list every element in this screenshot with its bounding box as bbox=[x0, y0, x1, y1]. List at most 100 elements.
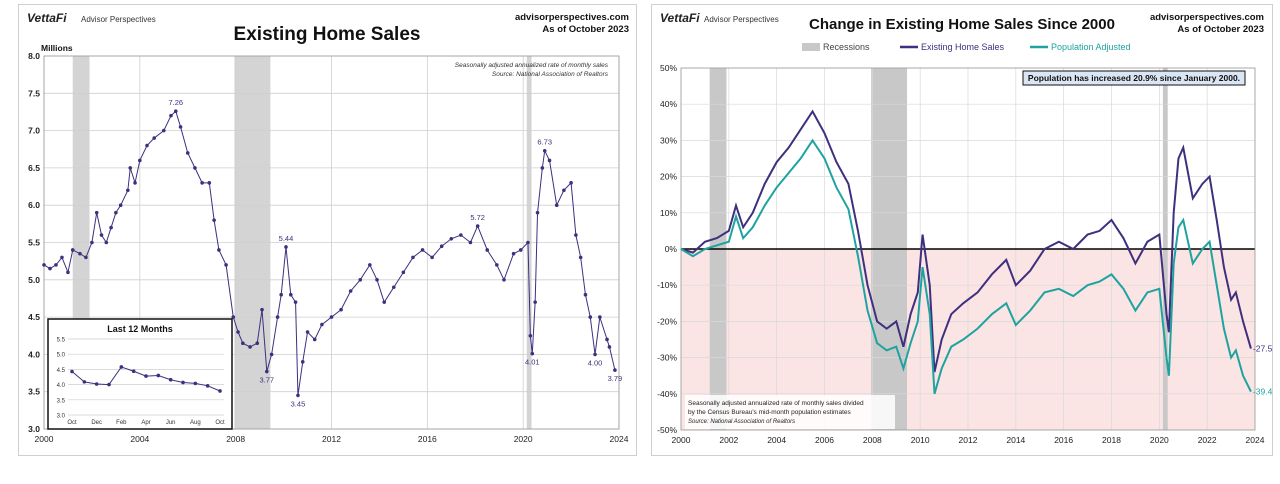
sales-point bbox=[279, 292, 283, 297]
sales-point bbox=[391, 285, 396, 290]
sales-point bbox=[605, 337, 609, 342]
inset-point bbox=[218, 389, 222, 393]
sales-point bbox=[320, 322, 324, 327]
sales-point bbox=[269, 352, 274, 357]
sales-point bbox=[401, 270, 406, 275]
sales-point bbox=[382, 300, 387, 304]
sales-point bbox=[368, 263, 372, 267]
sales-point bbox=[528, 333, 533, 338]
sales-point bbox=[588, 315, 593, 319]
y-tick-label: 4.0 bbox=[28, 349, 40, 359]
inset-point bbox=[94, 382, 99, 386]
inset-point bbox=[181, 380, 185, 385]
data-label: 7.26 bbox=[168, 98, 183, 107]
x-tick-label: 2012 bbox=[959, 435, 978, 445]
sales-point bbox=[511, 251, 516, 256]
chart-title: Existing Home Sales bbox=[234, 24, 421, 45]
sales-point bbox=[48, 266, 52, 271]
x-tick-label: 2014 bbox=[1006, 435, 1025, 445]
change-since-2000-chart-panel: VettaFi Advisor Perspectives Change in Exi… bbox=[651, 4, 1280, 456]
sales-point bbox=[296, 393, 300, 398]
x-tick-label: 2004 bbox=[767, 435, 786, 445]
sales-point bbox=[574, 233, 578, 237]
y-tick-label: 5.0 bbox=[28, 275, 40, 285]
inset-x-tick-label: Dec bbox=[91, 420, 102, 426]
data-label: 4.00 bbox=[588, 358, 603, 367]
sales-point bbox=[200, 181, 204, 185]
end-label: -27.5% bbox=[1253, 344, 1272, 354]
y-tick-label: -30% bbox=[657, 353, 677, 363]
sales-point bbox=[193, 166, 197, 170]
sales-point bbox=[554, 203, 559, 207]
legend-label-recessions: Recessions bbox=[823, 42, 870, 52]
x-tick-label: 2008 bbox=[226, 434, 245, 444]
sales-point bbox=[104, 240, 109, 245]
sales-point bbox=[518, 248, 523, 252]
inset-y-tick-label: 3.5 bbox=[57, 398, 66, 404]
y-tick-label: 3.0 bbox=[28, 424, 40, 434]
sales-point bbox=[241, 341, 245, 346]
inset-point bbox=[70, 369, 74, 374]
x-tick-label: 2006 bbox=[815, 435, 834, 445]
home-sales-chart: VettaFi Advisor Perspectives Existing Home… bbox=[27, 11, 629, 444]
sales-point bbox=[358, 278, 363, 282]
data-label: 5.72 bbox=[470, 213, 485, 222]
sales-point bbox=[578, 255, 583, 260]
end-label: -39.4% bbox=[1253, 387, 1272, 397]
sales-point bbox=[60, 255, 64, 260]
legend-label-adjusted: Population Adjusted bbox=[1051, 42, 1131, 52]
sales-point bbox=[459, 233, 463, 237]
sales-point bbox=[66, 270, 70, 275]
data-label: 4.01 bbox=[525, 358, 540, 367]
sales-point bbox=[288, 292, 293, 297]
inset-y-tick-label: 4.0 bbox=[57, 383, 66, 389]
y-tick-label: 7.5 bbox=[28, 88, 40, 98]
sales-point bbox=[128, 166, 133, 170]
sales-point bbox=[562, 188, 566, 193]
sales-point bbox=[598, 315, 602, 319]
sales-point bbox=[217, 248, 221, 252]
plot-frame bbox=[43, 55, 620, 430]
sales-point bbox=[439, 244, 444, 249]
chart-title: Change in Existing Home Sales Since 2000 bbox=[809, 16, 1115, 33]
data-label: 5.44 bbox=[279, 234, 294, 243]
sales-point bbox=[265, 369, 269, 374]
inset-x-tick-label: Apr bbox=[141, 420, 150, 426]
sales-point bbox=[173, 109, 178, 114]
sales-point bbox=[152, 136, 157, 140]
sales-point bbox=[420, 248, 425, 252]
sales-point bbox=[329, 315, 334, 319]
inset-x-tick-label: Oct bbox=[215, 420, 225, 426]
y-tick-label: 6.0 bbox=[28, 200, 40, 210]
y-tick-label: 7.0 bbox=[28, 126, 40, 136]
x-tick-label: 2016 bbox=[418, 434, 437, 444]
sales-point bbox=[118, 203, 123, 207]
sales-point bbox=[231, 315, 236, 319]
inset-point bbox=[82, 380, 87, 384]
sales-point bbox=[495, 263, 499, 267]
inset-y-tick-label: 4.5 bbox=[57, 368, 66, 374]
brand-logo: VettaFi bbox=[660, 11, 700, 25]
y-tick-label: -50% bbox=[657, 425, 677, 435]
y-tick-label: 40% bbox=[660, 99, 677, 109]
sales-point bbox=[84, 255, 88, 260]
x-tick-label: 2024 bbox=[1246, 435, 1265, 445]
inset-x-tick-label: Aug bbox=[190, 420, 201, 426]
source-site: advisorperspectives.com bbox=[1150, 12, 1264, 23]
sales-point bbox=[540, 166, 545, 170]
x-tick-label: 2002 bbox=[719, 435, 738, 445]
brand-logo: VettaFi bbox=[27, 11, 67, 25]
x-tick-label: 2020 bbox=[1150, 435, 1169, 445]
sales-point bbox=[70, 248, 75, 252]
x-tick-label: 2024 bbox=[610, 434, 629, 444]
y-tick-label: 0% bbox=[665, 244, 678, 254]
y-tick-label: -10% bbox=[657, 280, 677, 290]
sales-point bbox=[260, 307, 264, 312]
inset-x-tick-label: Oct bbox=[67, 420, 77, 426]
inset-title: Last 12 Months bbox=[107, 324, 173, 334]
sales-point bbox=[145, 143, 149, 148]
change-since-2000-chart: VettaFi Advisor Perspectives Change in Exi… bbox=[657, 11, 1280, 445]
sales-point bbox=[90, 240, 94, 245]
y-tick-label: 20% bbox=[660, 172, 677, 182]
sales-point bbox=[126, 188, 130, 193]
